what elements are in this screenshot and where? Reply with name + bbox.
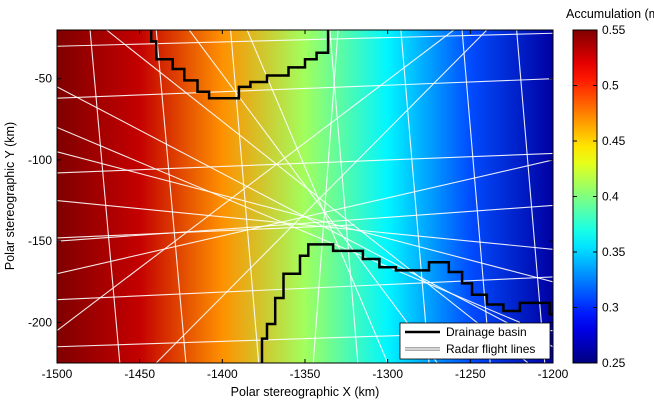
flight-line-19	[246, 30, 389, 363]
flight-line-2	[57, 152, 553, 174]
colorbar-tick-label: 0.4	[602, 190, 619, 204]
x-tick-label: -1200	[538, 367, 569, 381]
colorbar-tick-label: 0.5	[602, 79, 619, 93]
x-tick-label: -1450	[124, 367, 155, 381]
flight-line-8	[230, 30, 260, 363]
colorbar-tick-label: 0.55	[602, 23, 626, 37]
flight-line-24	[57, 126, 521, 323]
accumulation-field	[57, 30, 553, 363]
x-axis-ticks: -1500 -1450 -1400 -1350 -1300 -1250 -1200	[42, 30, 569, 381]
colorbar: 0.25 0.3 0.35 0.4 0.45 0.5 0.55 Accumulation (…	[566, 5, 654, 370]
y-axis-label: Polar stereographic Y (km)	[3, 122, 17, 270]
flight-line-21	[57, 204, 553, 242]
flight-line-6	[89, 30, 121, 363]
y-tick-label: -200	[28, 315, 52, 329]
y-tick-label: -50	[35, 72, 53, 86]
x-tick-label: -1500	[42, 367, 73, 381]
x-tick-label: -1300	[372, 367, 403, 381]
legend-flight-lines-label: Radar flight lines	[446, 342, 535, 356]
colorbar-ticks: 0.25 0.3 0.35 0.4 0.45 0.5 0.55	[573, 23, 626, 370]
flight-line-16	[57, 159, 553, 275]
flight-line-20	[57, 200, 553, 250]
flight-line-17	[57, 30, 455, 331]
flight-line-3	[57, 224, 355, 239]
drainage-basin-upper	[149, 30, 330, 100]
legend-drainage-basin-label: Drainage basin	[446, 325, 527, 339]
drainage-basin-lower	[260, 243, 553, 363]
flight-line-10	[400, 30, 430, 363]
drainage-basin-outline	[149, 30, 553, 363]
y-axis-ticks: -50 -100 -150 -200	[28, 72, 553, 329]
flight-line-23	[188, 30, 438, 363]
plot-area: -1500 -1450 -1400 -1350 -1300 -1250 -1200 -50-…	[28, 29, 569, 381]
flight-line-4	[57, 276, 553, 301]
flight-line-12	[516, 30, 546, 363]
y-tick-label: -100	[28, 153, 52, 167]
legend-box	[399, 322, 551, 360]
flight-line-0	[57, 32, 553, 47]
x-tick-label: -1350	[290, 367, 321, 381]
colorbar-tick-label: 0.3	[602, 301, 619, 315]
y-tick-label: -150	[28, 234, 52, 248]
x-axis-label: Polar stereographic X (km)	[231, 385, 380, 399]
colorbar-title: Accumulation (m a-1)	[566, 5, 654, 21]
flight-line-7	[155, 30, 187, 363]
flight-line-1	[57, 78, 553, 99]
colorbar-tick-label: 0.45	[602, 134, 626, 148]
x-tick-label: -1250	[455, 367, 486, 381]
radar-flight-lines	[57, 30, 553, 363]
flight-line-22	[312, 30, 339, 363]
x-tick-label: -1400	[207, 367, 238, 381]
legend: Drainage basin Radar flight lines	[399, 322, 551, 360]
colorbar-tick-label: 0.25	[602, 356, 626, 370]
flight-line-18	[155, 30, 488, 363]
colorbar-title-main: Accumulation (m a	[566, 7, 654, 21]
colorbar-tick-label: 0.35	[602, 245, 626, 259]
